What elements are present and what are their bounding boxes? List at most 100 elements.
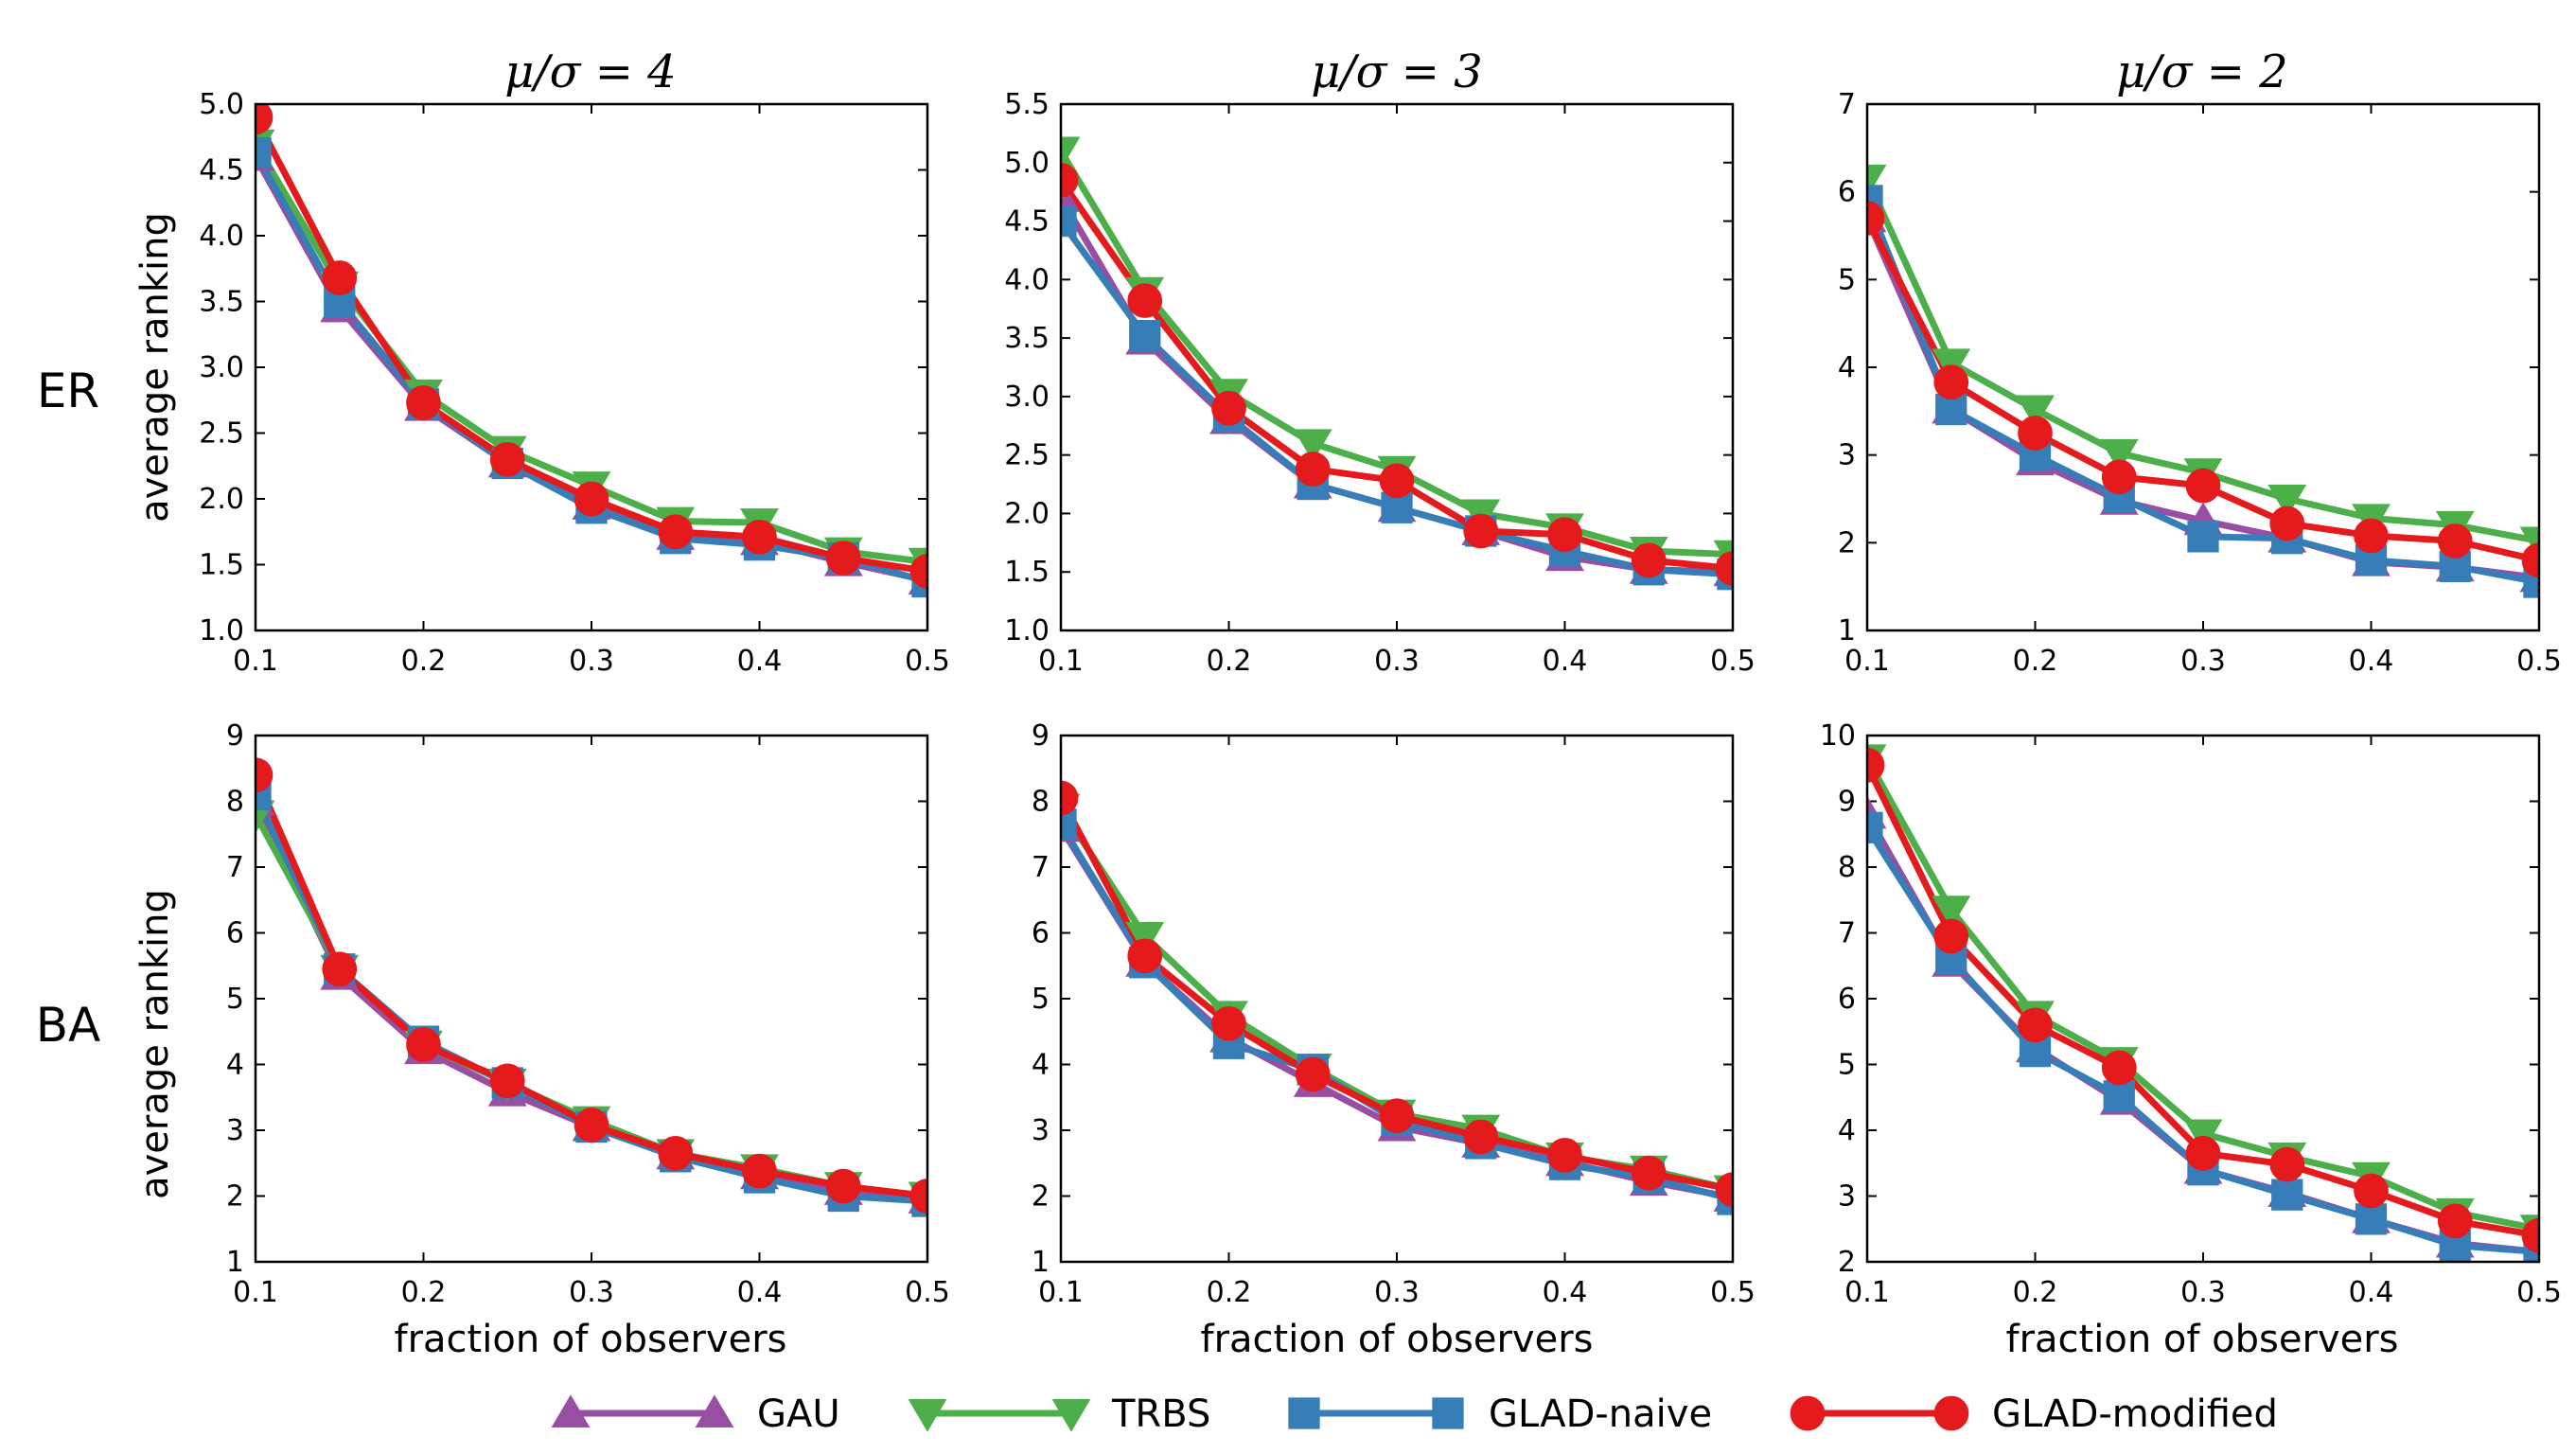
x-tick-label: 0.4 <box>1543 1276 1588 1309</box>
data-point-glad-naive <box>1061 204 1077 238</box>
legend-marker-glad-naive <box>1288 1397 1320 1429</box>
legend-marker-gau <box>695 1394 734 1427</box>
legend-label-glad-naive: GLAD-naive <box>1489 1392 1712 1436</box>
y-tick-label: 7 <box>1838 917 1856 950</box>
axes-frame <box>254 734 929 1264</box>
y-tick-label: 9 <box>1838 786 1856 819</box>
data-point-glad-modified <box>406 1027 441 1063</box>
y-tick-label: 5.0 <box>1004 147 1050 180</box>
data-point-glad-modified <box>1463 513 1499 549</box>
y-tick-label: 8 <box>226 786 244 819</box>
data-point-glad-modified <box>1631 1155 1667 1191</box>
data-point-glad-modified <box>1295 452 1331 487</box>
column-title-1: μ/σ = 4 <box>504 45 676 98</box>
y-tick-label: 3.5 <box>1004 322 1050 355</box>
data-point-glad-naive <box>2187 521 2219 553</box>
data-point-glad-naive <box>1129 319 1161 352</box>
x-tick-label: 0.5 <box>2516 1276 2562 1309</box>
data-point-glad-modified <box>2269 505 2305 541</box>
y-tick-label: 8 <box>1838 851 1856 884</box>
data-point-glad-modified <box>406 385 441 420</box>
legend-item-glad-naive: GLAD-naive <box>1288 1392 1712 1436</box>
data-point-trbs <box>2267 485 2307 518</box>
legend-marker-glad-naive <box>1288 1397 1320 1429</box>
x-tick-label: 0.2 <box>2013 1276 2058 1309</box>
legend-marker-glad-modified <box>1790 1395 1826 1431</box>
data-point-trbs <box>2099 438 2139 472</box>
legend: GAU TRBS GLAD-naive GLAD-modified <box>551 1392 2278 1436</box>
y-tick-label: 4 <box>226 1049 244 1082</box>
row-label-er: ER <box>37 364 99 418</box>
data-point-trbs <box>1061 136 1081 170</box>
y-tick-label: 3 <box>1838 1180 1856 1214</box>
y-tick-label: 5.5 <box>1004 88 1050 121</box>
data-point-glad-modified <box>825 1168 861 1204</box>
y-tick-label: 6 <box>1838 983 1856 1016</box>
x-tick-label: 0.4 <box>1543 645 1588 678</box>
y-tick-label: 3 <box>1838 439 1856 472</box>
panel-ba-2: 0.1 0.2 0.3 0.4 0.5 1 2 3 4 5 6 7 8 9 <box>1032 719 1756 1309</box>
y-tick-label: 8 <box>1032 786 1050 819</box>
y-tick-label: 2.5 <box>1004 439 1050 472</box>
y-tick-label: 9 <box>1032 719 1050 753</box>
data-point-glad-modified <box>1127 938 1163 974</box>
axes-frame <box>1059 102 1735 632</box>
y-tick-label: 7 <box>1838 88 1856 121</box>
y-tick-label: 7 <box>1032 851 1050 884</box>
legend-marker-trbs <box>908 1399 947 1432</box>
data-point-glad-modified <box>1933 918 1969 954</box>
data-point-glad-modified <box>1463 1119 1499 1155</box>
data-point-glad-modified <box>573 481 609 517</box>
axes-frame <box>254 102 929 632</box>
y-tick-label: 2 <box>1838 1246 1856 1279</box>
series-group <box>1867 744 2539 1262</box>
legend-marker-glad-naive <box>1432 1397 1464 1429</box>
x-tick-label: 0.4 <box>2349 1276 2394 1309</box>
x-tick-label: 0.3 <box>1374 1276 1420 1309</box>
y-tick-label: 3 <box>1032 1114 1050 1147</box>
data-point-glad-modified <box>2185 468 2221 504</box>
legend-marker-gau <box>695 1394 734 1427</box>
data-point-glad-modified <box>1127 283 1163 318</box>
column-title-3: μ/σ = 2 <box>2116 45 2287 98</box>
y-tick-label: 1.5 <box>199 549 244 582</box>
data-point-glad-modified <box>1547 517 1582 553</box>
y-tick-label: 10 <box>1820 719 1856 753</box>
y-tick-label: 3.0 <box>1004 381 1050 414</box>
data-point-glad-modified <box>489 441 525 477</box>
y-tick-label: 4 <box>1032 1049 1050 1082</box>
panel-er-1: 0.1 0.2 0.3 0.4 0.5 1.0 1.5 2.0 2.5 3.0 3.5 4.0 4.5 5… <box>199 88 950 678</box>
data-point-trbs <box>1125 922 1165 955</box>
panel-er-2: 0.1 0.2 0.3 0.4 0.5 1.0 1.5 2.0 2.5 3.0 3.5 4.0 4.5 5… <box>1004 88 1756 678</box>
legend-marker-trbs <box>908 1399 947 1432</box>
panel-ba-3: 0.1 0.2 0.3 0.4 0.5 2 3 4 5 6 7 8 9 10 <box>1820 719 2562 1309</box>
x-tick-label: 0.3 <box>569 645 614 678</box>
data-point-glad-modified <box>256 757 273 793</box>
y-tick-label: 2 <box>226 1180 244 1214</box>
data-point-glad-naive <box>2103 1080 2135 1112</box>
x-tick-label: 0.2 <box>401 1276 447 1309</box>
data-point-glad-modified <box>256 104 273 135</box>
panels: 0.1 0.2 0.3 0.4 0.5 1.0 1.5 2.0 2.5 3.0 3.5 4.0 4.5 5… <box>199 88 2562 1309</box>
data-point-glad-modified <box>2018 416 2053 451</box>
ylabel-er: average ranking <box>133 212 177 523</box>
data-point-glad-modified <box>658 1135 694 1171</box>
data-point-glad-modified <box>2437 1203 2473 1239</box>
xlabel-3: fraction of observers <box>2006 1318 2399 1361</box>
legend-item-gau: GAU <box>551 1392 840 1436</box>
data-point-glad-modified <box>742 1153 777 1189</box>
y-tick-label: 1 <box>226 1246 244 1279</box>
x-tick-label: 0.1 <box>1038 1276 1084 1309</box>
legend-marker-glad-naive <box>1432 1397 1464 1429</box>
data-point-glad-modified <box>2185 1135 2221 1171</box>
y-tick-label: 4 <box>1838 1114 1856 1147</box>
x-tick-label: 0.3 <box>2180 1276 2226 1309</box>
data-point-glad-modified <box>2101 459 2137 495</box>
plot-area <box>1061 736 1733 1262</box>
x-tick-label: 0.4 <box>737 1276 783 1309</box>
series-group <box>1061 780 1733 1215</box>
y-tick-label: 5 <box>1838 263 1856 296</box>
y-tick-label: 4.5 <box>1004 205 1050 239</box>
data-point-glad-modified <box>658 514 694 550</box>
row-label-ba: BA <box>36 998 101 1053</box>
